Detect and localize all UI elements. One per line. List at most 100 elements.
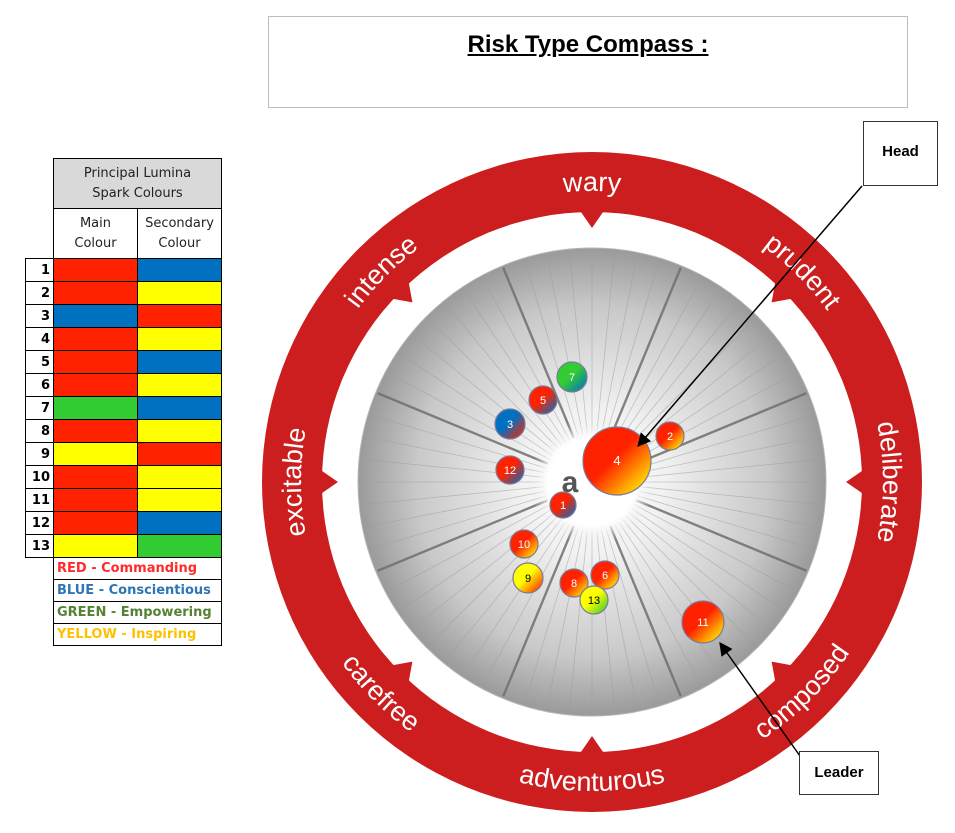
compass-marker-circle — [590, 560, 620, 590]
colour-legend-table: Principal Lumina Spark Colours Main Colo… — [25, 158, 222, 646]
legend-row-number: 6 — [25, 373, 54, 397]
legend-row: 9 — [25, 442, 222, 466]
compass-marker-number: 10 — [518, 539, 530, 551]
secondary-colour-swatch — [137, 350, 222, 374]
compass-marker-number: 11 — [697, 617, 708, 629]
disc-spoke — [462, 521, 566, 676]
ring-label-deliberate: deliberate — [871, 419, 907, 545]
disc-spoke — [622, 518, 740, 662]
secondary-colour-swatch — [137, 327, 222, 351]
head-arrow — [637, 185, 863, 448]
ring-pointer — [846, 469, 864, 495]
colour-key-row: YELLOW - Inspiring — [25, 623, 222, 646]
compass-marker-circle — [509, 529, 539, 559]
disc-spoke — [398, 508, 553, 612]
disc-spoke — [546, 528, 584, 710]
legend-header-line-2: Spark Colours — [92, 185, 183, 201]
ring-pointer — [320, 469, 338, 495]
colour-key-text: YELLOW - Inspiring — [53, 623, 222, 646]
disc-spoke — [639, 458, 823, 478]
disc-spoke — [361, 486, 545, 506]
disc-spoke — [614, 277, 702, 440]
legend-row-number: 3 — [25, 304, 54, 328]
head-callout-label: Head — [882, 143, 919, 160]
compass-marker-9: 9 — [512, 562, 544, 594]
disc-spoke — [631, 508, 786, 612]
main-colour-swatch — [53, 258, 138, 282]
ring-pointer — [771, 281, 793, 303]
compass-marker-12: 12 — [495, 455, 525, 485]
leader-callout-label: Leader — [814, 764, 864, 781]
legend-row-number: 7 — [25, 396, 54, 420]
leader-arrow — [719, 641, 801, 757]
disc-spoke — [596, 529, 616, 713]
disc-spoke — [524, 527, 579, 705]
disc-spoke — [387, 372, 550, 460]
compass-marker-13: 13 — [579, 585, 609, 615]
compass-marker-circle — [549, 491, 577, 519]
ring-pointer — [391, 661, 413, 683]
legend-header-line-1: Principal Lumina — [83, 165, 192, 181]
colour-key-row: GREEN - Empowering — [25, 601, 222, 624]
legend-row-number: 9 — [25, 442, 54, 466]
ring-label-excitable: excitable — [277, 425, 312, 539]
disc-spoke — [568, 251, 588, 435]
disc-spoke — [634, 504, 797, 592]
disc-spoke — [377, 392, 549, 465]
compass-marker-7: 7 — [556, 361, 588, 393]
compass-marker-3: 3 — [494, 408, 526, 440]
secondary-colour-header-line-2: Colour — [158, 235, 201, 251]
legend-row: 6 — [25, 373, 222, 397]
secondary-colour-header-line-1: Secondary — [145, 215, 214, 231]
main-colour-swatch — [53, 350, 138, 374]
compass-marker-number: 3 — [507, 419, 513, 431]
main-colour-swatch — [53, 465, 138, 489]
main-colour-swatch — [53, 442, 138, 466]
compass-marker-circle — [582, 426, 652, 496]
ring-pointer — [579, 736, 605, 754]
disc-spoke — [444, 302, 562, 446]
main-colour-swatch — [53, 373, 138, 397]
leader-callout: Leader — [799, 751, 879, 795]
compass-marker-number: 12 — [504, 465, 516, 477]
legend-row-number: 5 — [25, 350, 54, 374]
legend-row: 1 — [25, 258, 222, 282]
colour-key-text: GREEN - Empowering — [53, 601, 222, 624]
colour-key-row: RED - Commanding — [25, 557, 222, 580]
compass-marker-number: 2 — [667, 431, 673, 443]
disc-spoke — [605, 259, 660, 437]
page-title: Risk Type Compass : — [467, 31, 709, 58]
compass-ring — [262, 152, 922, 812]
title-box: Risk Type Compass : — [268, 16, 908, 108]
center-letter: a — [562, 466, 579, 499]
colour-key-text: BLUE - Conscientious — [53, 579, 222, 602]
callout-arrows — [637, 185, 863, 757]
main-colour-header-line-2: Colour — [74, 235, 117, 251]
compass-marker-8: 8 — [559, 568, 589, 598]
disc-spoke — [637, 414, 815, 469]
compass-marker-circle — [528, 385, 558, 415]
disc-spoke — [462, 288, 566, 443]
main-colour-swatch — [53, 281, 138, 305]
compass-marker-circle — [494, 408, 526, 440]
disc-spoke — [502, 267, 575, 439]
disc-spoke — [502, 525, 575, 697]
legend-row-number: 8 — [25, 419, 54, 443]
main-colour-header-line-1: Main — [79, 215, 112, 231]
main-colour-swatch — [53, 304, 138, 328]
compass-marker-number: 1 — [560, 500, 566, 512]
disc-spoke — [618, 521, 722, 676]
compass-marker-circle — [681, 600, 725, 644]
ring-pointer — [771, 661, 793, 683]
disc-spoke — [377, 499, 549, 572]
legend-row: 3 — [25, 304, 222, 328]
compass-marker-4: 4 — [582, 426, 652, 496]
compass-marker-2: 2 — [655, 421, 685, 451]
ring-label-wary: wary — [561, 167, 623, 198]
disc-spoke — [482, 277, 570, 440]
compass-marker-circle — [559, 568, 589, 598]
disc-spoke — [639, 486, 823, 506]
disc-spoke — [482, 524, 570, 687]
compass-marker-10: 10 — [509, 529, 539, 559]
compass-marker-1: 1 — [549, 491, 577, 519]
